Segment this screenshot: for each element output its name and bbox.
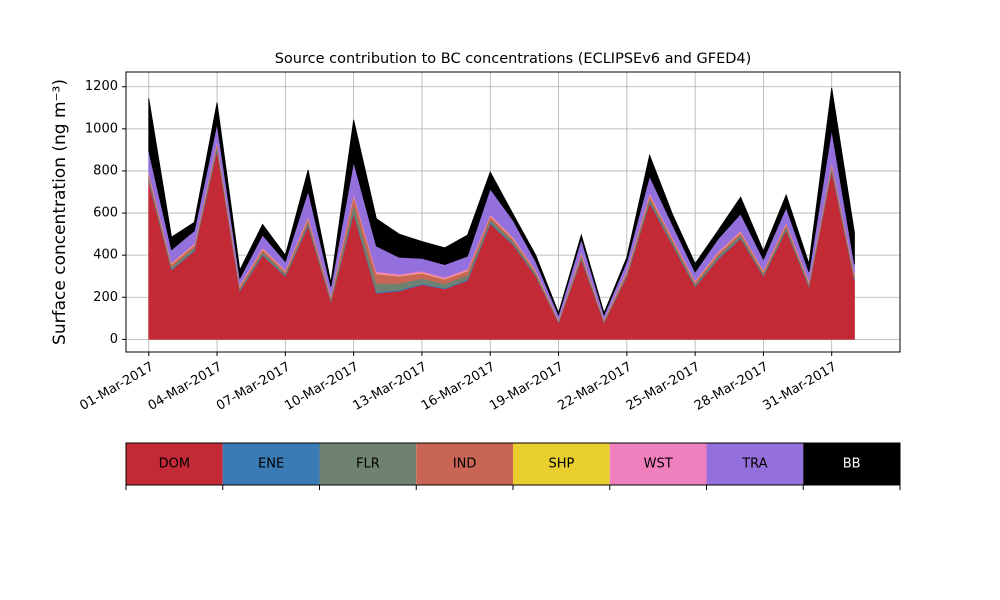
legend-swatch bbox=[319, 443, 417, 485]
chart-title: Source contribution to BC concentrations… bbox=[275, 51, 752, 67]
y-tick-label: 400 bbox=[93, 248, 118, 263]
y-tick-label: 0 bbox=[110, 332, 118, 347]
legend-swatch bbox=[222, 443, 320, 485]
x-tick-label: 28-Mar-2017 bbox=[692, 360, 771, 414]
legend-swatch bbox=[706, 443, 804, 485]
legend-label: ENE bbox=[258, 457, 284, 472]
x-tick-label: 22-Mar-2017 bbox=[555, 360, 634, 414]
legend-frame bbox=[125, 442, 901, 486]
legend-swatch bbox=[609, 443, 707, 485]
legend-label: BB bbox=[843, 457, 861, 472]
legend-label: WST bbox=[644, 457, 673, 472]
legend-swatch bbox=[803, 443, 900, 485]
y-tick-label: 800 bbox=[93, 163, 118, 178]
x-tick-label: 01-Mar-2017 bbox=[77, 360, 156, 414]
x-tick-label: 07-Mar-2017 bbox=[214, 360, 293, 414]
y-tick-label: 1000 bbox=[85, 121, 118, 136]
x-tick-label: 25-Mar-2017 bbox=[624, 360, 703, 414]
x-tick-label: 19-Mar-2017 bbox=[487, 360, 566, 414]
y-tick-label: 1200 bbox=[85, 79, 118, 94]
legend-label: DOM bbox=[159, 457, 190, 472]
x-tick-label: 16-Mar-2017 bbox=[419, 360, 498, 414]
plot-frame bbox=[125, 71, 901, 353]
area bbox=[148, 87, 855, 317]
x-tick-label: 10-Mar-2017 bbox=[282, 360, 361, 414]
legend-label: TRA bbox=[741, 457, 767, 472]
legend-swatch bbox=[126, 443, 223, 485]
x-tick-label: 13-Mar-2017 bbox=[351, 360, 430, 414]
legend-label: FLR bbox=[356, 457, 380, 472]
x-tick-label: 31-Mar-2017 bbox=[760, 360, 839, 414]
legend-label: SHP bbox=[548, 457, 574, 472]
y-tick-label: 600 bbox=[93, 206, 118, 221]
legend-swatch bbox=[513, 443, 610, 485]
legend-label: IND bbox=[453, 457, 477, 472]
y-axis-label: Surface concentration (ng m⁻³) bbox=[50, 79, 70, 345]
x-tick-label: 04-Mar-2017 bbox=[146, 360, 225, 414]
legend-swatch bbox=[416, 443, 513, 485]
y-tick-label: 200 bbox=[93, 290, 118, 305]
